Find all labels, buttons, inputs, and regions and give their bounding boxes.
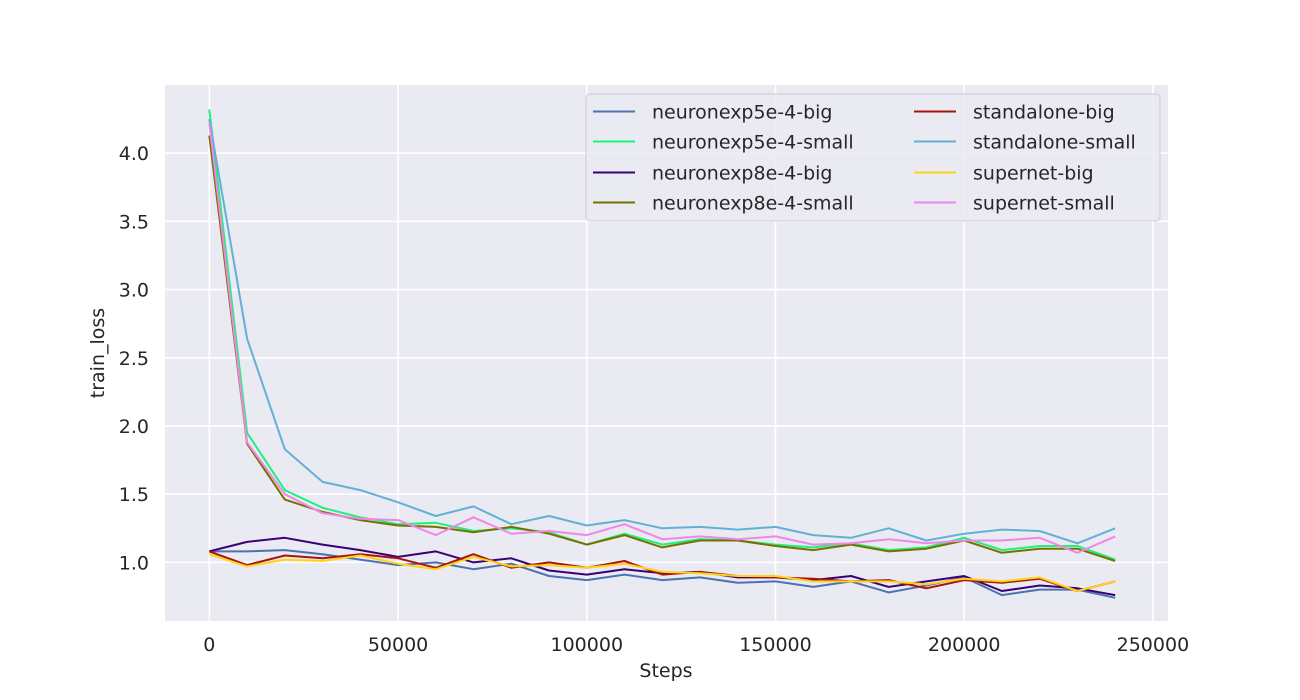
- series-line-supernet-big: [208, 553, 1116, 592]
- x-tick-label: 50000: [368, 634, 428, 656]
- x-tick-label: 100000: [551, 634, 624, 656]
- series-line-standalone-big: [208, 550, 1116, 592]
- y-tick-label: 1.5: [119, 484, 149, 506]
- x-tick-label: 150000: [739, 634, 812, 656]
- legend: neuronexp5e-4-big neuronexp5e-4-small neur…: [585, 93, 1161, 222]
- legend-label: supernet-small: [973, 193, 1115, 215]
- y-tick-label: 3.5: [119, 211, 149, 233]
- x-axis-label: Steps: [639, 660, 692, 682]
- legend-label: neuronexp5e-4-small: [652, 132, 854, 154]
- y-tick-label: 4.0: [119, 143, 149, 165]
- x-axis-ticks: 0 50000 100000 150000 200000 250000: [203, 634, 1189, 656]
- series-lines: [208, 109, 1116, 599]
- series-line-neuronexp5e-4-big: [209, 549, 1116, 599]
- y-axis-ticks: 1.0 1.5 2.0 2.5 3.0 3.5 4.0: [119, 143, 149, 574]
- y-tick-label: 2.5: [119, 348, 149, 370]
- legend-label: standalone-small: [973, 132, 1136, 154]
- legend-label: standalone-big: [973, 102, 1115, 124]
- x-tick-label: 250000: [1117, 634, 1190, 656]
- series-line-neuronexp8e-4-big: [209, 536, 1116, 597]
- y-tick-label: 2.0: [119, 416, 149, 438]
- legend-label: supernet-big: [973, 163, 1094, 185]
- series-line-supernet-small: [208, 123, 1116, 554]
- x-tick-label: 200000: [928, 634, 1001, 656]
- y-axis-label: train_loss: [87, 308, 109, 398]
- series-line-standalone-small: [208, 118, 1116, 545]
- y-tick-label: 3.0: [119, 280, 149, 302]
- legend-box: [585, 93, 1161, 222]
- x-tick-label: 0: [203, 634, 215, 656]
- series-line-neuronexp5e-4-small: [208, 109, 1116, 561]
- legend-label: neuronexp5e-4-big: [652, 102, 832, 124]
- y-tick-label: 1.0: [119, 552, 149, 574]
- legend-label: neuronexp8e-4-small: [652, 193, 854, 215]
- legend-label: neuronexp8e-4-big: [652, 163, 832, 185]
